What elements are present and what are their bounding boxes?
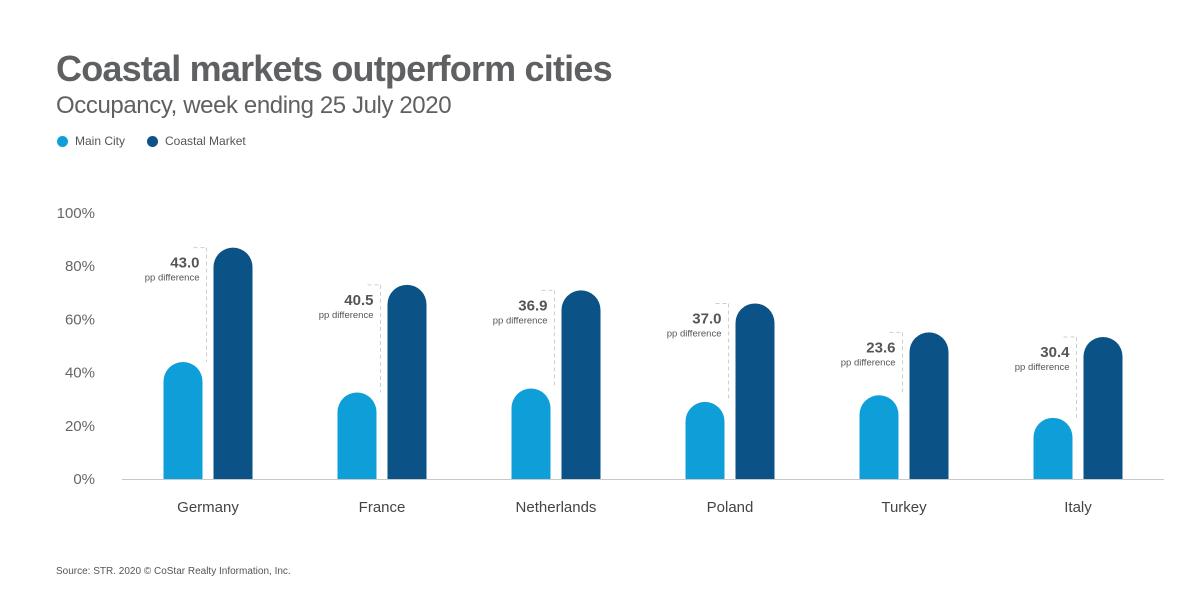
- difference-value: 36.9: [518, 297, 547, 314]
- x-category-label: Germany: [177, 499, 239, 516]
- difference-label: pp difference: [1015, 362, 1070, 373]
- y-tick-label: 100%: [57, 205, 95, 222]
- x-category-label: Poland: [707, 499, 754, 516]
- x-category-label: Turkey: [881, 499, 927, 516]
- bar-main-city: [163, 361, 203, 479]
- difference-label: pp difference: [493, 315, 548, 326]
- bar-main-city: [511, 388, 551, 479]
- difference-value: 23.6: [866, 339, 895, 356]
- difference-label: pp difference: [667, 328, 722, 339]
- bar-main-city: [337, 392, 377, 479]
- legend: Main City Coastal Market: [57, 134, 268, 148]
- bar-coastal-market: [1083, 336, 1123, 479]
- y-tick-label: 80%: [65, 258, 95, 275]
- bar-main-city: [685, 401, 725, 479]
- chart-title: Coastal markets outperform cities: [56, 48, 613, 89]
- bar-coastal-market: [735, 303, 775, 479]
- x-category-label: Italy: [1064, 499, 1092, 516]
- x-category-label: Netherlands: [516, 499, 597, 516]
- source-note: Source: STR. 2020 © CoStar Realty Inform…: [56, 566, 291, 577]
- difference-value: 43.0: [170, 255, 199, 272]
- difference-label: pp difference: [145, 273, 200, 284]
- y-tick-label: 40%: [65, 365, 95, 382]
- bar-coastal-market: [561, 290, 601, 479]
- difference-label: pp difference: [319, 310, 374, 321]
- y-tick-label: 60%: [65, 311, 95, 328]
- y-tick-label: 20%: [65, 418, 95, 435]
- legend-label-main-city: Main City: [75, 134, 126, 148]
- bar-coastal-market: [387, 284, 427, 479]
- legend-item-coastal-market: Coastal Market: [147, 134, 246, 148]
- difference-value: 40.5: [344, 292, 373, 309]
- bar-main-city: [1033, 417, 1073, 479]
- legend-swatch-coastal-market: [147, 135, 159, 147]
- y-tick-label: 0%: [73, 471, 95, 488]
- legend-swatch-main-city: [57, 135, 68, 147]
- x-category-label: France: [359, 499, 406, 516]
- legend-item-main-city: Main City: [57, 134, 125, 148]
- legend-label-coastal-market: Coastal Market: [165, 134, 246, 148]
- difference-value: 37.0: [692, 310, 721, 327]
- difference-value: 30.4: [1040, 344, 1070, 361]
- difference-label: pp difference: [841, 357, 896, 368]
- bar-main-city: [859, 395, 899, 479]
- chart-subtitle: Occupancy, week ending 25 July 2020: [56, 92, 452, 119]
- bar-coastal-market: [909, 332, 949, 479]
- bar-coastal-market: [213, 247, 253, 479]
